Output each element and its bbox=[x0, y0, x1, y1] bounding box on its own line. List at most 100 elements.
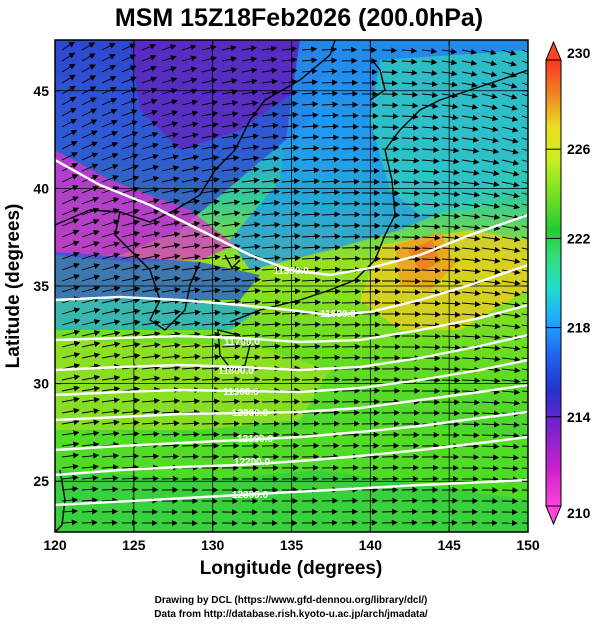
wind-vector bbox=[261, 166, 280, 173]
wind-vector bbox=[261, 111, 279, 118]
colorbar-tick-label: 230 bbox=[567, 45, 591, 61]
wind-vector bbox=[61, 74, 76, 84]
wind-vector bbox=[221, 309, 241, 316]
wind-vector bbox=[61, 508, 78, 515]
wind-vector bbox=[201, 99, 219, 106]
wind-vector bbox=[201, 243, 221, 250]
wind-vector bbox=[61, 374, 81, 381]
wind-vector bbox=[221, 210, 241, 217]
wind-vector bbox=[201, 165, 220, 172]
wind-vector bbox=[261, 67, 278, 74]
wind-vector bbox=[101, 252, 121, 260]
wind-vector bbox=[421, 58, 438, 65]
wind-vector bbox=[241, 310, 261, 317]
colorbar-tick-label: 214 bbox=[567, 409, 591, 425]
wind-vector bbox=[121, 330, 141, 337]
contour-line-11600.0 bbox=[55, 263, 528, 317]
wind-vector bbox=[301, 68, 318, 75]
wind-vector bbox=[101, 297, 121, 304]
wind-vector bbox=[521, 423, 528, 425]
contour-label: 11900.0 bbox=[223, 387, 259, 398]
wind-vector bbox=[81, 130, 98, 139]
wind-vector bbox=[481, 399, 501, 406]
wind-vector bbox=[81, 163, 99, 172]
wind-vector bbox=[281, 144, 300, 151]
wind-vector bbox=[341, 277, 361, 284]
wind-vector bbox=[401, 135, 420, 142]
wind-vector bbox=[481, 192, 500, 199]
wind-vector bbox=[461, 312, 481, 319]
wind-vector bbox=[241, 287, 261, 294]
wind-vector bbox=[501, 104, 518, 111]
wind-vector bbox=[201, 309, 221, 316]
wind-vector bbox=[281, 332, 301, 339]
wind-vector bbox=[241, 177, 260, 184]
wind-vector bbox=[321, 167, 340, 174]
wind-vector bbox=[501, 236, 521, 243]
wind-vector bbox=[141, 342, 161, 349]
wind-vector bbox=[101, 43, 116, 51]
wind-vector bbox=[501, 367, 521, 374]
wind-vector bbox=[481, 159, 500, 166]
wind-vector bbox=[101, 497, 119, 504]
wind-vector bbox=[301, 189, 321, 196]
wind-vector bbox=[181, 121, 199, 128]
contour-label: 12100.0 bbox=[237, 434, 274, 445]
y-tick-label: 25 bbox=[33, 473, 49, 489]
wind-vector bbox=[121, 375, 141, 382]
wind-vector bbox=[381, 69, 398, 76]
wind-vector bbox=[241, 232, 261, 239]
wind-vector bbox=[141, 475, 159, 482]
coastline-segment-7 bbox=[224, 254, 241, 270]
wind-vector bbox=[321, 68, 338, 75]
wind-vector bbox=[321, 222, 341, 229]
wind-vector bbox=[261, 288, 281, 295]
wind-vector bbox=[141, 87, 158, 95]
wind-vector bbox=[301, 398, 321, 405]
wind-vector bbox=[121, 164, 139, 172]
wind-vector bbox=[401, 179, 420, 186]
wind-vector bbox=[281, 354, 301, 361]
wind-vector bbox=[61, 497, 79, 504]
wind-vector bbox=[101, 508, 118, 515]
wind-vector bbox=[461, 268, 481, 275]
wind-vector bbox=[261, 244, 281, 250]
wind-vector bbox=[201, 354, 221, 361]
wind-vector bbox=[321, 299, 341, 306]
wind-vector bbox=[481, 203, 501, 209]
wind-vector bbox=[521, 258, 528, 261]
wind-vector bbox=[201, 254, 221, 261]
wind-vector bbox=[261, 210, 281, 217]
wind-vector bbox=[101, 308, 121, 315]
wind-vector bbox=[301, 90, 319, 97]
wind-vector bbox=[201, 210, 221, 217]
wind-vector bbox=[81, 141, 98, 150]
wind-vector bbox=[441, 169, 460, 176]
wind-vector bbox=[61, 485, 79, 492]
wind-vector bbox=[221, 199, 241, 206]
wind-vector bbox=[121, 397, 141, 404]
wind-vector bbox=[201, 431, 220, 438]
wind-vector bbox=[441, 70, 458, 77]
wind-vector bbox=[501, 356, 521, 363]
height-contours: 11500.0 11600.0 11700.0 11800.0 11900.0 12000… bbox=[55, 158, 528, 507]
wind-vector bbox=[241, 56, 258, 63]
wind-vector bbox=[281, 255, 301, 262]
wind-vector bbox=[181, 243, 201, 249]
wind-vector bbox=[501, 93, 518, 100]
wind-vector bbox=[441, 180, 460, 187]
wind-vector bbox=[81, 397, 100, 403]
wind-vector bbox=[481, 432, 500, 439]
shaded-region-10 bbox=[55, 340, 330, 430]
wind-vector bbox=[521, 390, 528, 393]
y-axis-ticks: 25 30 35 40 45 bbox=[33, 83, 528, 489]
wind-vector bbox=[241, 265, 261, 272]
wind-vector bbox=[141, 431, 160, 438]
wind-vector bbox=[461, 301, 481, 308]
wind-vector bbox=[501, 181, 520, 188]
wind-vector bbox=[61, 63, 76, 73]
wind-vector bbox=[141, 109, 158, 117]
wind-vector bbox=[201, 143, 220, 150]
wind-vector bbox=[241, 420, 260, 427]
wind-vector bbox=[301, 178, 320, 185]
